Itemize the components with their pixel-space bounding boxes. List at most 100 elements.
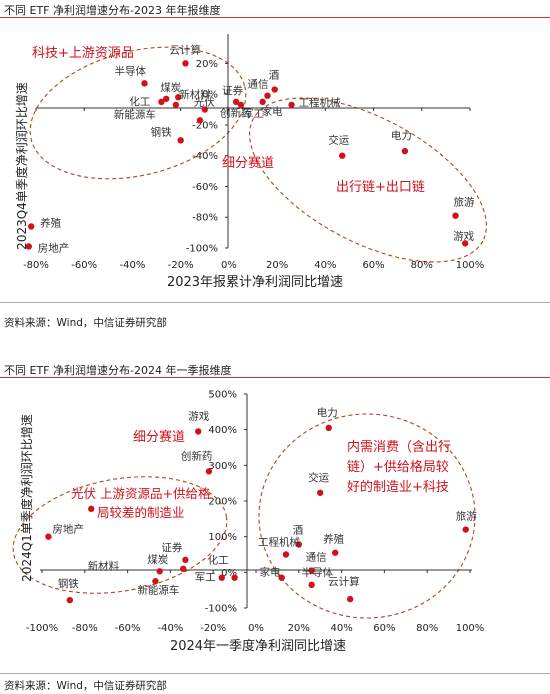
chart2-point-养殖	[331, 549, 339, 556]
chart1-x-tick-label: -80%	[23, 260, 49, 271]
chart1-x-axis-title: 2023年报累计净利润同比增速	[167, 275, 343, 290]
chart2-ellipse-consumption-tech	[258, 413, 476, 619]
chart2-group-label-consumption: 内需消费（含出行 链）+供给格局较 好的制造业+科技	[347, 439, 455, 495]
chart1-point-云计算	[182, 60, 189, 67]
chart2-x-tick-label: 0%	[248, 623, 264, 634]
chart2-y-tick-label: 500%	[208, 390, 237, 401]
chart2-x-tick-label: 80%	[416, 623, 438, 634]
chart2-point-label: 旅游	[456, 510, 477, 523]
chart2-x-tick-label: 40%	[330, 623, 352, 634]
chart2-title-rule	[0, 377, 550, 378]
chart1-point-旅游	[452, 212, 459, 219]
chart1-bottom-rule	[0, 302, 550, 303]
chart1-point-label: 创新药	[220, 106, 252, 119]
chart1-point-电力	[401, 147, 409, 155]
chart1-point-label: 化工	[129, 95, 150, 108]
chart2-point-label: 新材料	[88, 559, 120, 572]
chart1-point-酒	[271, 86, 278, 93]
chart2-x-tick-label: 100%	[456, 623, 485, 634]
chart2-point-label: 化工	[208, 554, 229, 567]
chart2-point-电力	[325, 424, 332, 432]
chart2-point-label: 养殖	[323, 533, 344, 546]
chart1-point-label: 交运	[328, 134, 349, 147]
chart1-x-tick-label: 80%	[411, 260, 433, 271]
chart2-point-通信	[308, 567, 315, 574]
chart1-point-军工	[237, 101, 245, 109]
chart2-point-光伏	[88, 505, 95, 513]
chart1-title: 不同 ETF 净利润增速分布-2023 年年报维度	[4, 4, 221, 17]
chart2-x-tick-label: -20%	[200, 623, 226, 634]
chart1-x-tick-label: 100%	[456, 260, 485, 271]
chart2-x-tick-label: -80%	[72, 623, 98, 634]
chart1-point-通信	[264, 92, 271, 99]
chart1-point-新能源车	[172, 101, 180, 109]
chart2-source: 资料来源：Wind，中信证券研究部	[4, 680, 167, 692]
chart2-point-label: 电力	[317, 406, 338, 419]
chart1-point-光伏	[201, 106, 208, 113]
chart2-point-label: 通信	[306, 552, 327, 564]
chart2-group-label-niche: 细分赛道	[133, 429, 185, 445]
chart2-title: 不同 ETF 净利润增速分布-2024 年一季报维度	[4, 364, 232, 377]
chart2-y-tick-label: 300%	[208, 461, 237, 472]
chart2-x-axis-title: 2024年一季度净利润同比增速	[170, 638, 346, 654]
chart1-y-tick-label: -20%	[192, 120, 218, 131]
chart2-y-tick-label: -100%	[205, 604, 237, 615]
chart2-point-label: 新能源车	[137, 583, 179, 596]
chart2-y-tick-label: 400%	[208, 425, 237, 436]
chart2-point-房地产	[45, 533, 52, 540]
chart1-point-label: 军工	[243, 108, 264, 120]
chart1-x-tick-label: -60%	[71, 260, 97, 271]
chart1-point-label: 电力	[391, 129, 412, 142]
chart1-y-tick-label: -100%	[186, 244, 218, 255]
chart2-point-label: 证券	[161, 541, 182, 554]
chart2-point-交运	[317, 489, 324, 496]
chart1-point-label: 光伏	[194, 96, 215, 109]
chart2-point-钢铁	[66, 596, 74, 604]
chart1-point-label: 房地产	[38, 241, 69, 254]
chart2-point-酒	[295, 541, 302, 548]
chart2-point-军工	[218, 574, 225, 581]
chart2-point-新能源车	[152, 578, 159, 585]
chart2-point-化工	[231, 574, 238, 581]
chart2-x-tick-label: -40%	[157, 623, 183, 634]
chart2-point-家电	[278, 574, 285, 581]
chart1-point-label: 养殖	[40, 216, 61, 229]
chart1-point-label: 证券	[222, 84, 243, 97]
chart1-group-label-tech: 科技+上游资源品	[32, 46, 134, 61]
chart2-y-tick-label: 0%	[221, 568, 237, 579]
chart2-point-工程机械	[282, 551, 290, 558]
chart1-x-tick-label: 40%	[314, 260, 336, 271]
chart2-point-label: 军工	[195, 572, 216, 584]
chart1-source: 资料来源：Wind，中信证券研究部	[4, 317, 167, 329]
chart1-point-游戏	[461, 240, 469, 247]
chart2-y-tick-label: 200%	[208, 497, 237, 508]
chart1-point-交运	[339, 152, 346, 159]
chart2-point-创新药	[205, 468, 213, 475]
chart1-point-label: 工程机械	[299, 96, 341, 109]
chart1-point-新材料	[175, 94, 182, 101]
chart2-point-label: 酒	[293, 524, 304, 537]
chart1-point-钢铁	[177, 137, 184, 144]
chart1-point-煤炭	[163, 95, 170, 102]
chart2-y-axis-title: 2024Q1单季度净利润环比增速	[19, 414, 34, 582]
chart1-point-化工	[158, 98, 165, 106]
chart1-x-tick-label: -20%	[168, 260, 194, 271]
chart2-point-label: 工程机械	[258, 536, 300, 549]
chart1-y-tick-label: -80%	[192, 213, 218, 224]
chart2-x-tick-label: -60%	[115, 623, 141, 634]
chart1-x-tick-label: 0%	[221, 260, 237, 271]
chart1-point-label: 煤炭	[160, 81, 181, 94]
chart1-point-label: 半导体	[115, 64, 147, 77]
chart1-point-label: 酒	[269, 69, 280, 82]
chart1-group-label-travel: 出行链+出口链	[336, 180, 425, 195]
chart2-point-label: 创新药	[181, 449, 213, 462]
chart2-point-label: 家电	[260, 566, 281, 579]
chart1-x-tick-label: -40%	[120, 260, 146, 271]
chart1-ellipse-tech-resource	[29, 46, 247, 180]
chart1-scatter: -80% -60% -40% -20% 0% 20% 40% 60% 80% 100% 20% 0%…	[14, 34, 487, 290]
chart1-point-label: 钢铁	[151, 125, 172, 138]
chart2-y-tick-label: 100%	[208, 532, 237, 543]
chart2-x-tick-label: 60%	[373, 623, 395, 634]
chart1-title-rule	[0, 17, 550, 18]
chart1-y-tick-label: 20%	[196, 59, 218, 70]
